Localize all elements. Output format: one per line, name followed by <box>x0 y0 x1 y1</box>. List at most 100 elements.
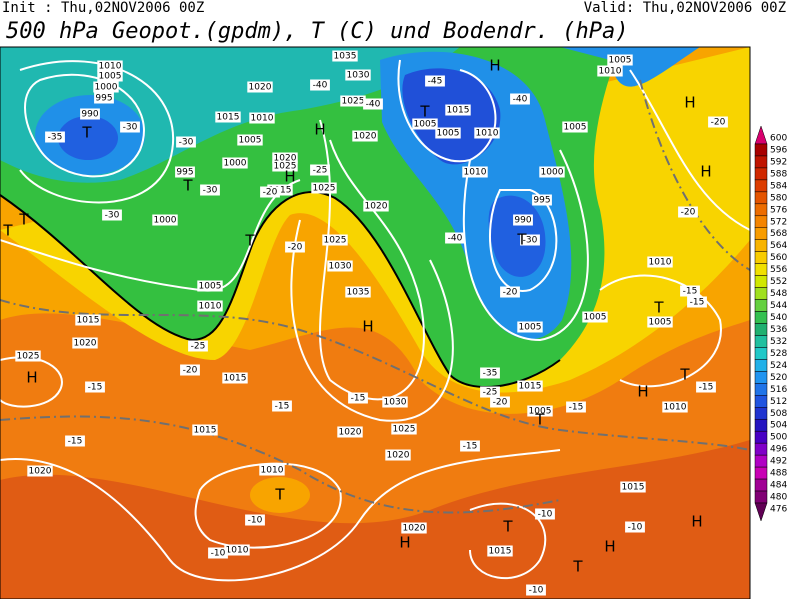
temperature-label: -40 <box>366 100 381 110</box>
pressure-label-box <box>401 522 427 534</box>
temperature-label: -15 <box>683 287 698 297</box>
temperature-label-box <box>102 209 122 221</box>
pressure-label: 1005 <box>414 120 437 130</box>
temperature-label: -40 <box>448 234 463 244</box>
pressure-label-box <box>435 127 461 139</box>
map-frame <box>0 46 751 599</box>
pressure-center: H <box>314 121 325 139</box>
temperature-label-box <box>348 392 368 404</box>
temperature-label-box <box>500 286 520 298</box>
temperature-label-box <box>272 400 292 412</box>
pressure-label: 1020 <box>339 428 362 438</box>
pressure-center: T <box>653 299 664 317</box>
pressure-label: 1025 <box>17 352 40 362</box>
pressure-label-box <box>80 108 100 120</box>
pressure-label: 1020 <box>365 202 388 212</box>
pressure-label-box <box>539 166 565 178</box>
temperature-label-box <box>180 364 200 376</box>
pressure-label-box <box>647 256 673 268</box>
temperature-label: -30 <box>179 138 194 148</box>
temperature-label-box <box>566 401 586 413</box>
temperature-label-box <box>65 435 85 447</box>
temperature-label-box <box>310 79 330 91</box>
pressure-label-box <box>391 423 417 435</box>
pressure-label: 1025 <box>274 162 297 172</box>
pressure-center: H <box>26 369 37 387</box>
colorbar-cell <box>754 179 768 193</box>
pressure-label: 1015 <box>217 113 240 123</box>
pressure-label: 1020 <box>354 132 377 142</box>
temperature-label-box <box>708 116 728 128</box>
pressure-label-box <box>582 311 608 323</box>
pressure-label: 1030 <box>347 71 370 81</box>
temperature-label-box <box>480 367 500 379</box>
colorbar-cell <box>754 275 768 288</box>
colorbar-label: 504 <box>770 421 787 431</box>
temperature-label-box <box>285 241 305 253</box>
temperature-label: -20 <box>183 366 198 376</box>
pressure-center: H <box>637 383 648 401</box>
colorbar-label: 588 <box>770 169 787 179</box>
temperature-label: -10 <box>211 549 226 559</box>
colorbar-label: 596 <box>770 145 787 155</box>
init-time: Init : Thu,02NOV2006 00Z <box>2 0 204 16</box>
colorbar-cell <box>754 227 768 240</box>
colorbar-cell <box>754 407 768 420</box>
pressure-center: T <box>516 231 527 249</box>
pressure-label: 1005 <box>239 136 262 146</box>
colorbar-label: 528 <box>770 349 787 359</box>
temperature-label-box <box>363 98 383 110</box>
colorbar-cell <box>754 335 768 348</box>
colorbar-cell <box>754 383 768 396</box>
colorbar-label: 600 <box>770 134 787 144</box>
temperature-label-box <box>425 75 445 87</box>
colorbar-cell <box>754 371 768 384</box>
colorbar-label: 512 <box>770 397 787 407</box>
pressure-label: 1010 <box>649 258 672 268</box>
geopotential-line <box>639 79 750 271</box>
pressure-label: 1005 <box>199 282 222 292</box>
temperature-label: -25 <box>313 166 328 176</box>
temperature-label: -20 <box>711 118 726 128</box>
temperature-label-box <box>687 296 707 308</box>
temperature-label-box <box>678 206 698 218</box>
temperature-label-box <box>490 396 510 408</box>
pressure-label: 1005 <box>609 56 632 66</box>
pressure-label: 1020 <box>274 154 297 164</box>
pressure-label-box <box>15 350 41 362</box>
pressure-label: 1015 <box>77 316 100 326</box>
temperature-label: -30 <box>123 123 138 133</box>
temperature-label: -25 <box>191 342 206 352</box>
pressure-label-box <box>152 214 178 226</box>
colorbar-cell <box>754 454 768 468</box>
pressure-center: H <box>604 538 615 556</box>
temperature-label: -15 <box>569 403 584 413</box>
temperature-label-box <box>445 232 465 244</box>
temperature-label-box <box>200 184 220 196</box>
pressure-label: 1000 <box>224 159 247 169</box>
pressure-label-box <box>327 260 353 272</box>
colorbar-label: 568 <box>770 229 787 239</box>
temperature-label: -20 <box>503 288 518 298</box>
temperature-label-box <box>310 164 330 176</box>
pressure-label-box <box>462 166 488 178</box>
pressure-label-box <box>311 182 337 194</box>
pressure-label: 1025 <box>324 236 347 246</box>
temperature-label: -15 <box>351 394 366 404</box>
pressure-label-box <box>272 152 298 164</box>
temperature-label: -15 <box>699 383 714 393</box>
pressure-label-box <box>94 92 114 104</box>
front-line <box>0 191 561 388</box>
colorbar-label: 492 <box>770 457 787 467</box>
temperature-label-box <box>208 547 228 559</box>
pressure-center: T <box>244 232 255 250</box>
colorbar-cell <box>754 359 768 372</box>
temperature-label-box <box>120 121 140 133</box>
pressure-center: H <box>284 168 295 186</box>
colorbar-cap <box>754 502 768 522</box>
pressure-label: 1010 <box>99 62 122 72</box>
pressure-label: 1020 <box>403 524 426 534</box>
pressure-label-box <box>27 465 53 477</box>
colorbar-cell <box>754 430 768 444</box>
